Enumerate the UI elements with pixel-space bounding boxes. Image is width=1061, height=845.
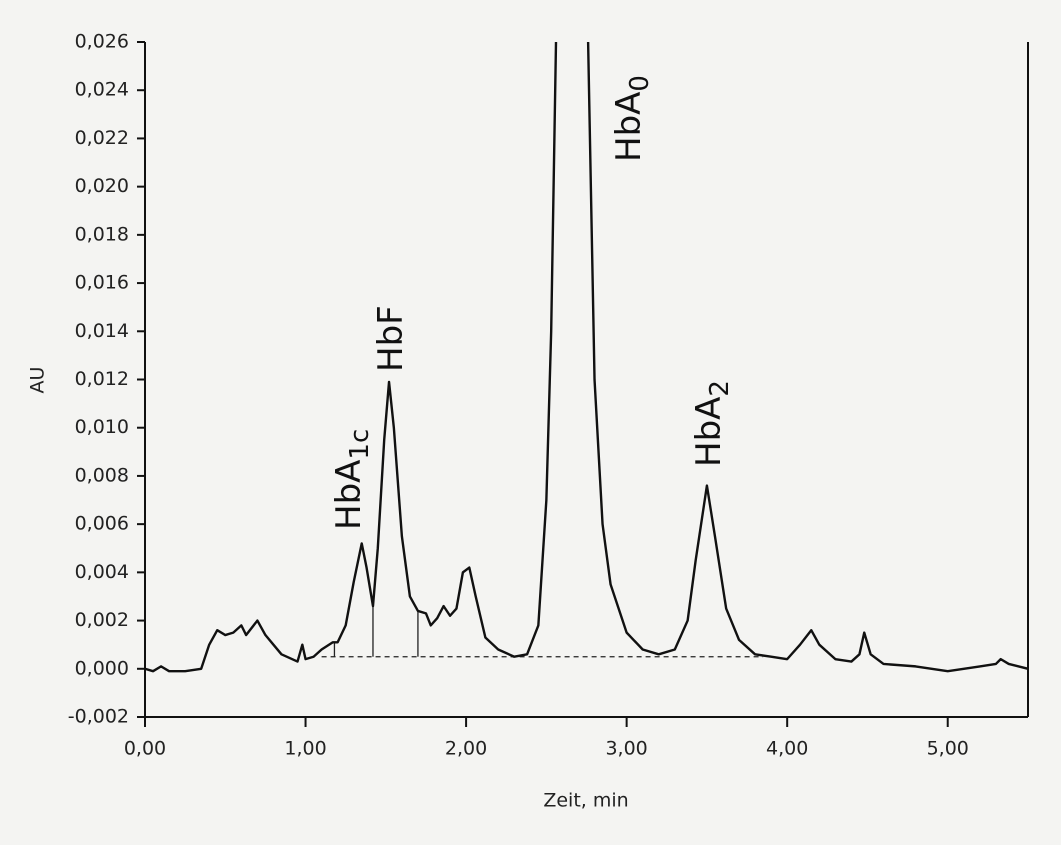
peak-label-text: HbA xyxy=(609,92,649,162)
peak-label: HbA2 xyxy=(689,380,735,467)
x-tick-label: 4,00 xyxy=(766,738,808,760)
chromatogram-line xyxy=(145,42,1028,673)
y-tick-label: 0,022 xyxy=(75,127,129,149)
y-tick-label: 0,016 xyxy=(75,272,129,294)
y-tick-label: 0,012 xyxy=(75,368,129,390)
y-tick-label: 0,000 xyxy=(75,657,129,679)
x-tick-label: 2,00 xyxy=(445,738,487,760)
y-tick-label: 0,024 xyxy=(75,79,129,101)
x-tick-label: 3,00 xyxy=(605,738,647,760)
x-axis-label: Zeit, min xyxy=(543,790,628,812)
peak-label-text: HbA xyxy=(689,397,729,467)
peak-label: HbA0 xyxy=(609,75,655,162)
y-tick-label: 0,020 xyxy=(75,175,129,197)
y-tick-label: 0,008 xyxy=(75,464,129,486)
y-tick-label: 0,004 xyxy=(75,561,129,583)
peak-label-text: HbA xyxy=(329,460,369,530)
y-tick-label: 0,018 xyxy=(75,223,129,245)
y-tick-label: 0,014 xyxy=(75,320,129,342)
peak-label-subscript: 2 xyxy=(705,380,735,397)
x-tick-label: 1,00 xyxy=(284,738,326,760)
y-tick-label: 0,002 xyxy=(75,609,129,631)
peak-label-text: HbF xyxy=(371,305,411,372)
peak-label-subscript: 0 xyxy=(625,75,655,92)
x-tick-label: 0,00 xyxy=(124,738,166,760)
y-tick-label: -0,002 xyxy=(68,706,129,728)
peak-label-subscript: 1c xyxy=(345,429,375,460)
peak-label: HbF xyxy=(371,305,411,372)
peak-label: HbA1c xyxy=(329,429,375,530)
y-axis-label: AU xyxy=(27,367,49,394)
y-tick-label: 0,006 xyxy=(75,513,129,535)
y-tick-label: 0,026 xyxy=(75,31,129,53)
y-tick-label: 0,010 xyxy=(75,416,129,438)
x-tick-label: 5,00 xyxy=(927,738,969,760)
